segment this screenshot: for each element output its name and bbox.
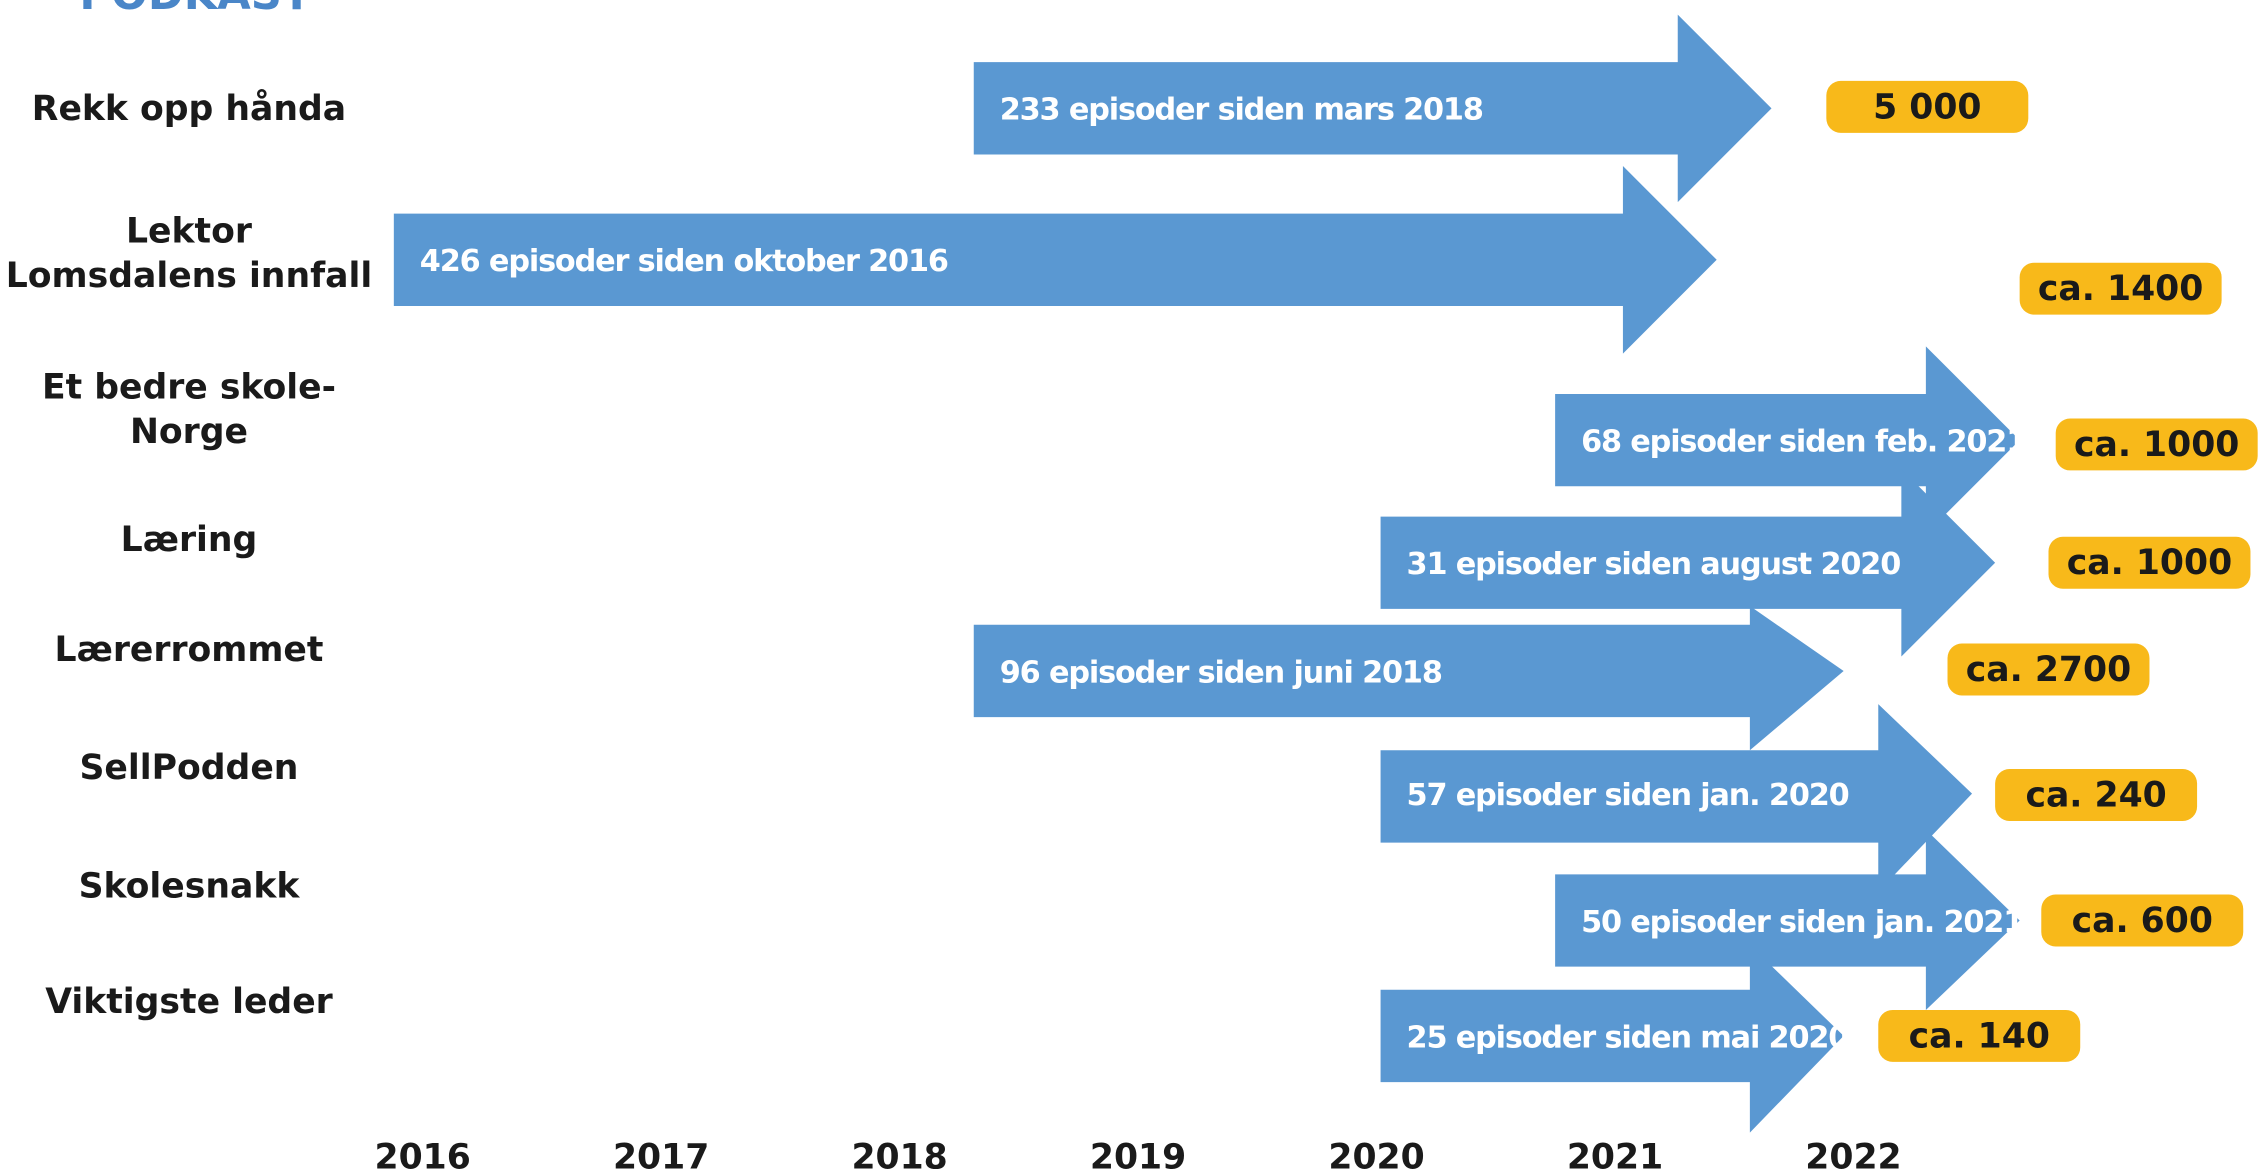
arrow-label: 233 episoder siden mars 2018 (1000, 93, 1483, 128)
row-name: Norge (130, 412, 248, 452)
arrow-label: 57 episoder siden jan. 2020 (1407, 778, 1849, 813)
arrow-label: 426 episoder siden oktober 2016 (420, 244, 948, 279)
row-name: Læring (121, 520, 258, 560)
row-name: Skolesnakk (79, 866, 301, 906)
year-label: 2016 (375, 1138, 471, 1176)
year-label: 2020 (1328, 1138, 1424, 1176)
arrow (1380, 704, 1973, 892)
arrow (1380, 468, 1996, 657)
year-label: 2019 (1090, 1138, 1186, 1176)
arrow (1380, 945, 1844, 1133)
badge-label: ca. 2700 (1966, 650, 2131, 690)
row-name: Viktigste leder (45, 982, 333, 1022)
row-name: Rekk opp hånda (32, 88, 346, 129)
arrow (973, 14, 1772, 203)
arrow-label: 50 episoder siden jan. 2021 (1581, 905, 2023, 940)
badge-label: ca. 140 (1909, 1016, 2050, 1056)
badge-label: ca. 240 (2025, 775, 2166, 815)
arrow (1555, 829, 2020, 1010)
row-name: Lomsdalens innfall (6, 256, 373, 296)
row-name: Et bedre skole- (42, 367, 336, 407)
year-label: 2018 (851, 1138, 947, 1176)
badge (2048, 536, 2251, 589)
arrow (1555, 346, 2020, 534)
header-title: PODKAST (79, 0, 312, 20)
arrow-label: 96 episoder siden juni 2018 (1000, 655, 1442, 690)
badge (1878, 1009, 2081, 1062)
year-label: 2017 (613, 1138, 709, 1176)
arrow (393, 166, 1717, 354)
arrow-label: 68 episoder siden feb. 2021 (1581, 425, 2026, 460)
arrow (973, 606, 1844, 751)
badge (2055, 418, 2258, 471)
year-label: 2021 (1567, 1138, 1663, 1176)
year-label: 2022 (1805, 1138, 1901, 1176)
badge (1947, 643, 2150, 696)
badge-label: 5 000 (1873, 87, 1981, 127)
badge-label: ca. 1400 (2038, 269, 2203, 309)
arrow-label: 31 episoder siden august 2020 (1407, 547, 1901, 582)
badge (1826, 80, 2029, 133)
row-name: SellPodden (80, 748, 299, 788)
badge-label: ca. 600 (2072, 901, 2213, 941)
badge (1995, 769, 2198, 821)
badge (2019, 262, 2222, 315)
row-name: Lektor (126, 211, 252, 251)
badge-label: ca. 1000 (2067, 543, 2232, 583)
badge-label: ca. 1000 (2074, 425, 2239, 465)
arrow-label: 25 episoder siden mai 2020 (1407, 1020, 1849, 1055)
badge (2041, 894, 2244, 947)
row-name: Lærerrommet (55, 630, 324, 670)
